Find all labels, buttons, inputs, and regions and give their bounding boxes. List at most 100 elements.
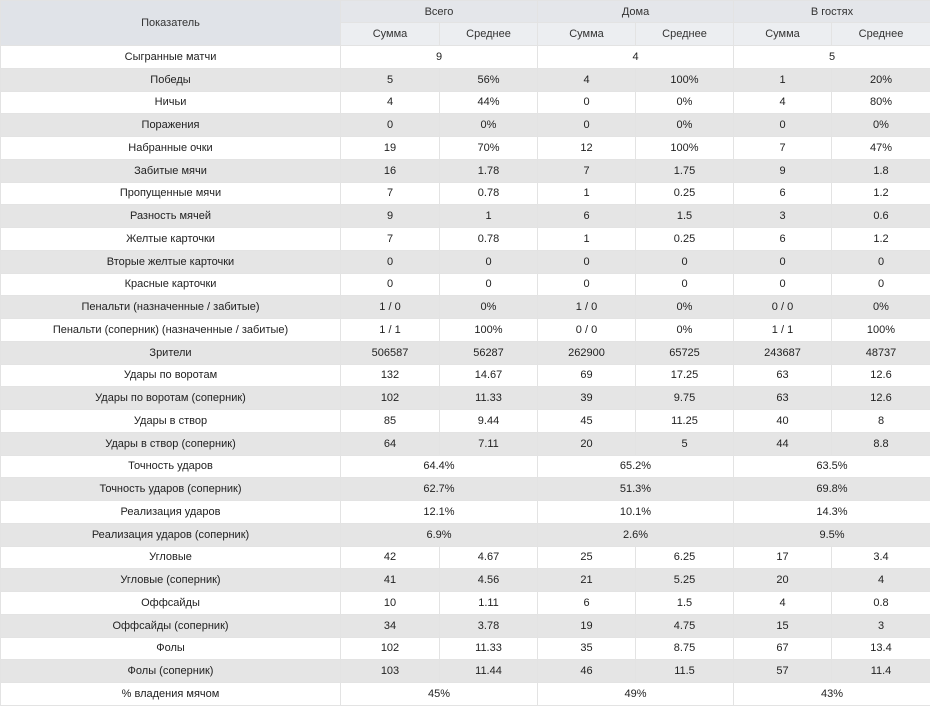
value-home-sum: 0 / 0 xyxy=(537,318,636,342)
row-label: Победы xyxy=(0,67,341,92)
value-home-avg: 11.25 xyxy=(635,409,734,433)
value-total-sum: 9 xyxy=(340,204,440,228)
value-away-avg: 8.8 xyxy=(831,431,930,456)
value-home-sum: 4 xyxy=(537,67,636,92)
value-away-avg: 1.2 xyxy=(831,227,930,251)
table-row: Угловые 42 4.67 25 6.25 17 3.4 xyxy=(0,545,930,570)
table-row: Фолы 102 11.33 35 8.75 67 13.4 xyxy=(0,636,930,661)
value-away-sum: 0 xyxy=(733,272,832,297)
value-home-sum: 25 xyxy=(537,545,636,570)
table-row: Поражения 0 0% 0 0% 0 0% xyxy=(0,113,930,137)
value-home-avg: 0.25 xyxy=(635,227,734,251)
value-away-sum: 4 xyxy=(733,591,832,615)
value-total-sum: 34 xyxy=(340,613,440,638)
row-label: Вторые желтые карточки xyxy=(0,249,341,274)
subheader-avg: Среднее xyxy=(831,22,930,46)
value-total-sum: 506587 xyxy=(340,340,440,365)
value-total-sum: 0 xyxy=(340,249,440,274)
row-label: Угловые (соперник) xyxy=(0,568,341,592)
value-total-sum: 1 / 0 xyxy=(340,295,440,319)
value-home: 10.1% xyxy=(537,500,734,524)
value-total-avg: 11.44 xyxy=(439,659,538,683)
value-home-sum: 35 xyxy=(537,636,636,661)
value-total-avg: 56287 xyxy=(439,340,538,365)
value-total-avg: 100% xyxy=(439,318,538,342)
value-total-avg: 1.11 xyxy=(439,591,538,615)
value-total-avg: 11.33 xyxy=(439,636,538,661)
value-total-sum: 41 xyxy=(340,568,440,592)
value-total-avg: 0% xyxy=(439,295,538,319)
row-label: Удары по воротам xyxy=(0,363,341,388)
value-away-sum: 17 xyxy=(733,545,832,570)
value-away-avg: 0% xyxy=(831,295,930,319)
table-row: Набранные очки 19 70% 12 100% 7 47% xyxy=(0,136,930,160)
value-total-sum: 42 xyxy=(340,545,440,570)
row-label: Фолы xyxy=(0,636,341,661)
value-total-sum: 7 xyxy=(340,227,440,251)
value-total: 9 xyxy=(340,45,538,69)
value-home-avg: 5 xyxy=(635,431,734,456)
value-total-avg: 44% xyxy=(439,90,538,115)
table-row: Оффсайды 10 1.11 6 1.5 4 0.8 xyxy=(0,591,930,615)
value-total-sum: 0 xyxy=(340,272,440,297)
value-away-avg: 13.4 xyxy=(831,636,930,661)
value-total-sum: 4 xyxy=(340,90,440,115)
value-total: 62.7% xyxy=(340,477,538,501)
value-total-sum: 0 xyxy=(340,113,440,137)
value-home-avg: 0% xyxy=(635,90,734,115)
value-home-avg: 0.25 xyxy=(635,181,734,206)
value-total: 64.4% xyxy=(340,454,538,479)
table-row: Точность ударов (соперник) 62.7% 51.3% 69.8… xyxy=(0,477,930,501)
value-away-avg: 12.6 xyxy=(831,363,930,388)
value-away: 9.5% xyxy=(733,522,930,547)
value-total: 12.1% xyxy=(340,500,538,524)
value-away-avg: 1.8 xyxy=(831,158,930,183)
value-away-avg: 0% xyxy=(831,113,930,137)
row-label: Удары в створ xyxy=(0,409,341,433)
value-home: 49% xyxy=(537,682,734,706)
value-away-avg: 8 xyxy=(831,409,930,433)
value-home-sum: 45 xyxy=(537,409,636,433)
table-row: Точность ударов 64.4% 65.2% 63.5% xyxy=(0,454,930,479)
row-label: Реализация ударов (соперник) xyxy=(0,522,341,547)
row-label: Точность ударов (соперник) xyxy=(0,477,341,501)
value-home-sum: 1 / 0 xyxy=(537,295,636,319)
row-label: % владения мячом xyxy=(0,682,341,706)
value-home-avg: 0% xyxy=(635,318,734,342)
value-home-sum: 7 xyxy=(537,158,636,183)
table-row: Победы 5 56% 4 100% 1 20% xyxy=(0,67,930,92)
row-label: Красные карточки xyxy=(0,272,341,297)
value-away-avg: 11.4 xyxy=(831,659,930,683)
value-total-avg: 3.78 xyxy=(439,613,538,638)
value-total-avg: 0 xyxy=(439,272,538,297)
value-away: 43% xyxy=(733,682,930,706)
value-away-sum: 7 xyxy=(733,136,832,160)
value-home-sum: 69 xyxy=(537,363,636,388)
table-row: Сыгранные матчи 9 4 5 xyxy=(0,45,930,69)
value-home-sum: 0 xyxy=(537,90,636,115)
row-label: Оффсайды xyxy=(0,591,341,615)
value-away-sum: 67 xyxy=(733,636,832,661)
value-total-avg: 7.11 xyxy=(439,431,538,456)
row-label: Оффсайды (соперник) xyxy=(0,613,341,638)
group-header-home: Дома xyxy=(537,0,734,23)
value-away-avg: 47% xyxy=(831,136,930,160)
value-total-sum: 132 xyxy=(340,363,440,388)
table-row: Ничьи 4 44% 0 0% 4 80% xyxy=(0,90,930,115)
table-row: Зрители 506587 56287 262900 65725 243687 48737 xyxy=(0,340,930,365)
table-row: Разность мячей 9 1 6 1.5 3 0.6 xyxy=(0,204,930,228)
table-row: % владения мячом 45% 49% 43% xyxy=(0,682,930,706)
value-away-sum: 6 xyxy=(733,227,832,251)
value-away-sum: 9 xyxy=(733,158,832,183)
group-header-away: В гостях xyxy=(733,0,930,23)
value-home-avg: 0 xyxy=(635,272,734,297)
row-label: Удары по воротам (соперник) xyxy=(0,386,341,410)
value-total: 6.9% xyxy=(340,522,538,547)
value-away-avg: 100% xyxy=(831,318,930,342)
value-home-avg: 11.5 xyxy=(635,659,734,683)
value-home: 51.3% xyxy=(537,477,734,501)
value-away-avg: 0.6 xyxy=(831,204,930,228)
table-row: Угловые (соперник) 41 4.56 21 5.25 20 4 xyxy=(0,568,930,592)
row-label: Удары в створ (соперник) xyxy=(0,431,341,456)
value-away-sum: 4 xyxy=(733,90,832,115)
